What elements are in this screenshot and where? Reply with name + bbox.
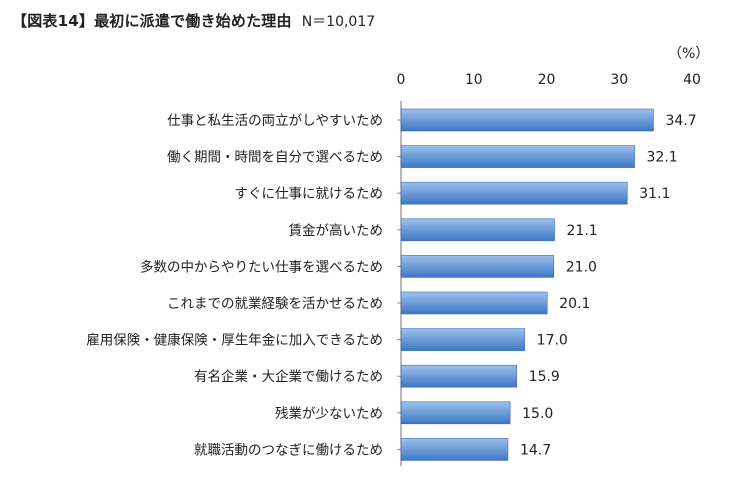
bar [400,328,525,351]
chart-title: 【図表14】最初に派遣で働き始めた理由 [12,12,292,30]
bar-layer: 34.7 32.1 31.1 21.1 21.0 20.1 17.0 15.9 15.0 14.7 [400,108,697,461]
bar-value-label: 31.1 [639,186,670,202]
x-tick-label: 30 [610,72,628,88]
unit-label: （%） [668,46,710,62]
category-label: 多数の中からやりたい仕事を選べるため [140,258,383,275]
x-tick-label: 40 [683,72,701,88]
bar [400,145,635,168]
category-label: 仕事と私生活の両立がしやすいため [167,113,383,129]
bar-value-label: 17.0 [537,333,568,349]
bar-value-label: 21.0 [566,259,597,275]
bar-value-label: 15.9 [529,369,560,385]
category-label: 就職活動のつなぎに働けるため [194,442,383,458]
sample-size-label: N＝10,017 [301,14,376,30]
bar [400,438,509,461]
bar-value-label: 21.1 [567,223,598,239]
category-label: 有名企業・大企業で働けるため [194,368,383,385]
bar [400,255,555,278]
x-tick-label: 10 [465,72,483,88]
x-tick-label: 20 [538,72,556,88]
category-label: 雇用保険・健康保険・厚生年金に加入できるため [86,332,383,349]
bar-value-label: 15.0 [522,406,553,422]
category-label: すぐに仕事に就けるため [235,186,384,202]
category-label: 賃金が高いため [289,222,384,239]
x-tick-label: 0 [397,72,406,88]
bar [400,108,654,132]
bar-value-label: 34.7 [665,113,696,129]
bar-value-label: 14.7 [520,442,551,458]
title-row: 【図表14】最初に派遣で働き始めた理由 N＝10,017 [12,10,375,34]
category-label: 残業が少ないため [275,406,383,422]
axis-layer: 0 10 20 30 40 仕事と私生活の両立がしやすいため働く期間・時間を自分で選べるた… [86,72,701,466]
bar [400,218,555,242]
bar-value-label: 32.1 [647,150,678,166]
category-label: これまでの就業経験を活かせるため [167,296,383,312]
bar [400,401,511,425]
bar [400,181,628,205]
category-label: 働く期間・時間を自分で選べるため [167,150,383,166]
bar-value-label: 20.1 [559,296,590,312]
bar [400,364,517,388]
bar [400,291,548,315]
